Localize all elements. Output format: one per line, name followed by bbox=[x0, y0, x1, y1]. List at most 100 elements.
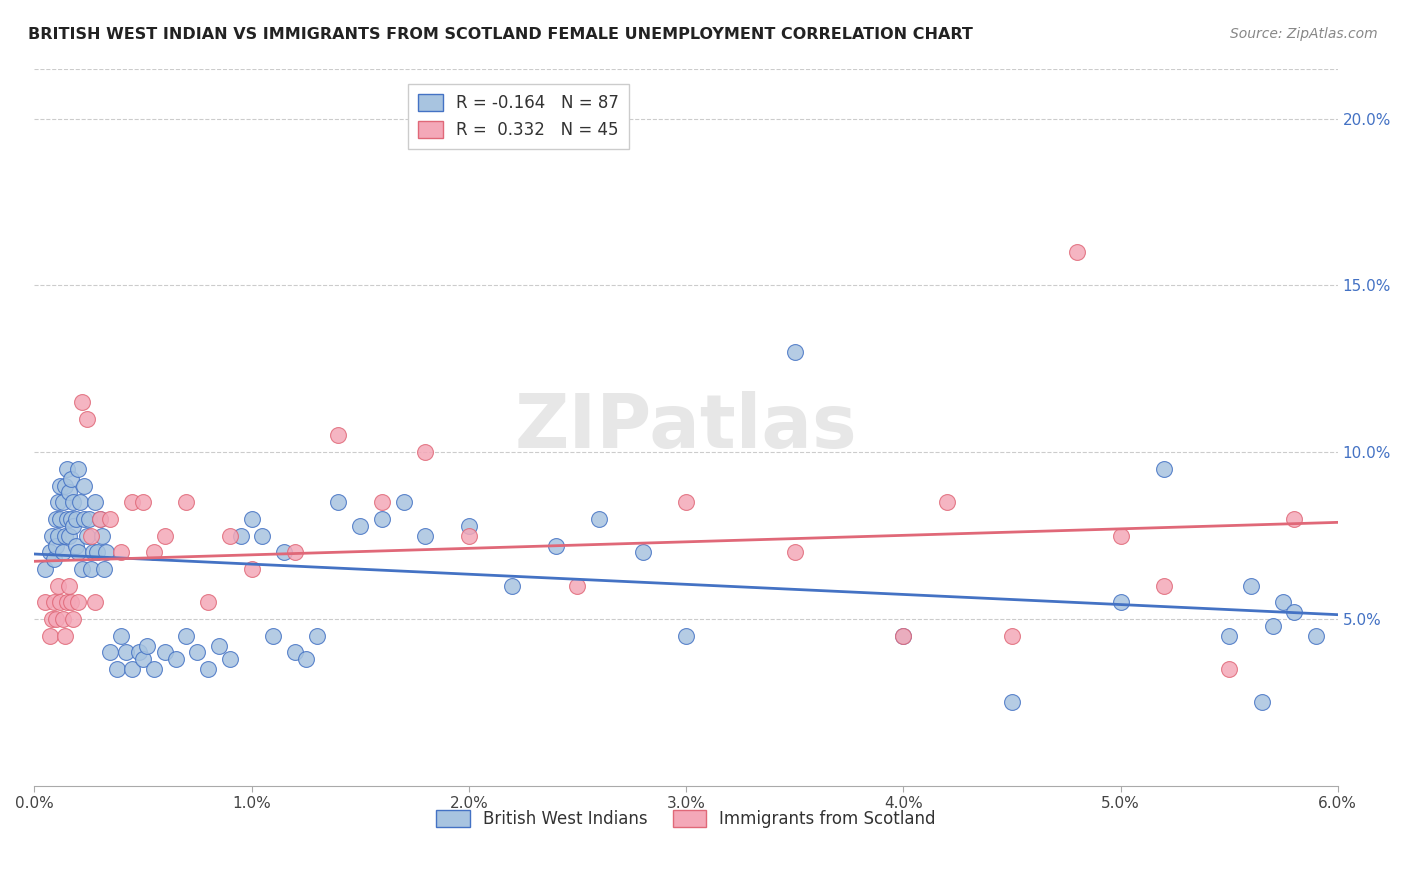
Point bbox=[86, 545, 108, 559]
Point bbox=[62, 518, 84, 533]
Point bbox=[66, 595, 89, 609]
Point bbox=[457, 518, 479, 533]
Point bbox=[42, 552, 65, 566]
Point bbox=[197, 662, 219, 676]
Point bbox=[49, 595, 72, 609]
Point bbox=[105, 662, 128, 676]
Point bbox=[38, 629, 60, 643]
Point bbox=[132, 495, 155, 509]
Point bbox=[77, 512, 100, 526]
Point bbox=[73, 478, 96, 492]
Point bbox=[46, 579, 69, 593]
Point bbox=[1305, 629, 1327, 643]
Legend: British West Indians, Immigrants from Scotland: British West Indians, Immigrants from Sc… bbox=[430, 804, 942, 835]
Point bbox=[89, 512, 111, 526]
Point bbox=[142, 545, 165, 559]
Point bbox=[42, 595, 65, 609]
Point bbox=[208, 639, 231, 653]
Point bbox=[56, 512, 79, 526]
Point bbox=[34, 562, 56, 576]
Point bbox=[58, 528, 80, 542]
Point bbox=[46, 495, 69, 509]
Point bbox=[65, 539, 87, 553]
Point bbox=[1250, 695, 1272, 709]
Point bbox=[262, 629, 284, 643]
Point bbox=[53, 629, 76, 643]
Point bbox=[70, 395, 93, 409]
Point bbox=[41, 528, 63, 542]
Text: Source: ZipAtlas.com: Source: ZipAtlas.com bbox=[1230, 27, 1378, 41]
Point bbox=[52, 495, 75, 509]
Point bbox=[66, 462, 89, 476]
Point bbox=[1109, 528, 1132, 542]
Point bbox=[295, 652, 318, 666]
Point bbox=[66, 545, 89, 559]
Point bbox=[82, 545, 104, 559]
Point bbox=[58, 579, 80, 593]
Point bbox=[240, 512, 263, 526]
Point bbox=[53, 528, 76, 542]
Point bbox=[567, 579, 589, 593]
Point bbox=[49, 478, 72, 492]
Point bbox=[783, 345, 806, 359]
Point bbox=[60, 512, 83, 526]
Point bbox=[219, 528, 242, 542]
Point bbox=[1218, 662, 1240, 676]
Point bbox=[328, 428, 350, 442]
Point bbox=[60, 472, 83, 486]
Text: BRITISH WEST INDIAN VS IMMIGRANTS FROM SCOTLAND FEMALE UNEMPLOYMENT CORRELATION : BRITISH WEST INDIAN VS IMMIGRANTS FROM S… bbox=[28, 27, 973, 42]
Point bbox=[1153, 462, 1175, 476]
Point bbox=[631, 545, 654, 559]
Point bbox=[76, 412, 98, 426]
Point bbox=[45, 539, 67, 553]
Point bbox=[53, 478, 76, 492]
Point bbox=[56, 595, 79, 609]
Point bbox=[93, 562, 115, 576]
Point bbox=[110, 629, 132, 643]
Point bbox=[305, 629, 328, 643]
Point bbox=[935, 495, 957, 509]
Point bbox=[1284, 512, 1306, 526]
Point bbox=[45, 612, 67, 626]
Point bbox=[153, 645, 176, 659]
Point bbox=[219, 652, 242, 666]
Point bbox=[62, 612, 84, 626]
Point bbox=[349, 518, 371, 533]
Point bbox=[891, 629, 914, 643]
Point bbox=[80, 562, 103, 576]
Point bbox=[197, 595, 219, 609]
Point bbox=[153, 528, 176, 542]
Point bbox=[1261, 618, 1284, 632]
Point bbox=[240, 562, 263, 576]
Point bbox=[84, 595, 107, 609]
Point bbox=[58, 485, 80, 500]
Point bbox=[41, 612, 63, 626]
Point bbox=[52, 545, 75, 559]
Point bbox=[371, 495, 394, 509]
Point bbox=[94, 545, 117, 559]
Point bbox=[70, 562, 93, 576]
Point bbox=[45, 512, 67, 526]
Point bbox=[128, 645, 150, 659]
Point bbox=[110, 545, 132, 559]
Point bbox=[60, 595, 83, 609]
Point bbox=[49, 512, 72, 526]
Point bbox=[891, 629, 914, 643]
Point bbox=[65, 512, 87, 526]
Point bbox=[34, 595, 56, 609]
Point bbox=[100, 645, 122, 659]
Point bbox=[1272, 595, 1295, 609]
Point bbox=[142, 662, 165, 676]
Point bbox=[588, 512, 610, 526]
Point bbox=[229, 528, 252, 542]
Point bbox=[89, 512, 111, 526]
Point bbox=[132, 652, 155, 666]
Point bbox=[80, 528, 103, 542]
Point bbox=[38, 545, 60, 559]
Point bbox=[165, 652, 187, 666]
Point bbox=[1284, 605, 1306, 619]
Point bbox=[121, 495, 143, 509]
Point bbox=[675, 495, 697, 509]
Point bbox=[1001, 629, 1024, 643]
Point bbox=[252, 528, 274, 542]
